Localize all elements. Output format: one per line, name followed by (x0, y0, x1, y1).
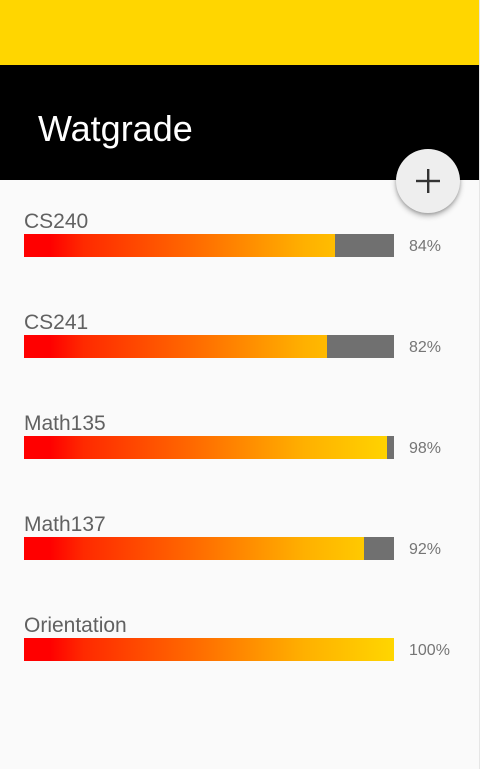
grade-progress-fill (24, 537, 364, 560)
status-bar (0, 0, 480, 65)
grade-progress-fill (24, 234, 335, 257)
grade-percent: 84% (409, 238, 442, 255)
grade-progress-bar (24, 537, 394, 560)
grade-percent: 92% (409, 541, 442, 558)
app-title: Watgrade (38, 108, 193, 149)
grade-percent: 82% (409, 339, 442, 356)
course-name: Orientation (24, 614, 127, 637)
grade-progress-fill (24, 335, 327, 358)
plus-icon (416, 169, 440, 193)
course-name: CS241 (24, 311, 89, 334)
grade-progress-fill (24, 638, 394, 661)
grade-progress-fill (24, 436, 387, 459)
course-item-cs241[interactable]: CS241 82% (24, 311, 464, 371)
course-item-orientation[interactable]: Orientation 100% (24, 614, 464, 674)
course-item-cs240[interactable]: CS240 84% (24, 210, 464, 270)
add-course-button[interactable] (396, 149, 460, 213)
grade-progress-bar (24, 234, 394, 257)
course-name: CS240 (24, 210, 89, 233)
grade-percent: 100% (409, 642, 450, 659)
grade-progress-bar (24, 436, 394, 459)
grade-progress-bar (24, 638, 394, 661)
grade-progress-bar (24, 335, 394, 358)
course-name: Math135 (24, 412, 106, 435)
course-item-math137[interactable]: Math137 92% (24, 513, 464, 573)
course-item-math135[interactable]: Math135 98% (24, 412, 464, 472)
app-bar: Watgrade (0, 65, 480, 180)
course-name: Math137 (24, 513, 106, 536)
grade-percent: 98% (409, 440, 442, 457)
